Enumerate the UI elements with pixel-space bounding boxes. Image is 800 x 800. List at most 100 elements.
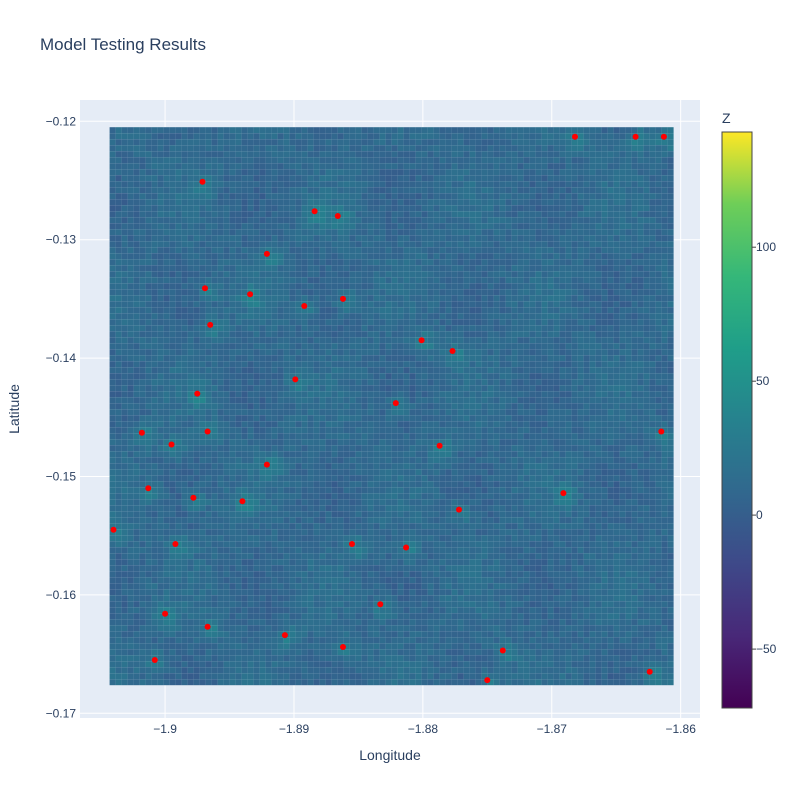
field-cell — [283, 343, 290, 350]
field-cell — [307, 367, 314, 374]
field-cell — [331, 301, 338, 308]
field-cell — [187, 223, 194, 230]
field-cell — [535, 295, 542, 302]
field-cell — [145, 433, 152, 440]
field-cell — [307, 235, 314, 242]
field-cell — [553, 259, 560, 266]
field-cell — [505, 415, 512, 422]
field-cell — [283, 403, 290, 410]
field-cell — [625, 241, 632, 248]
field-cell — [505, 289, 512, 296]
field-cell — [439, 325, 446, 332]
field-cell — [187, 217, 194, 224]
field-cell — [493, 145, 500, 152]
field-cell — [169, 307, 176, 314]
field-cell — [445, 235, 452, 242]
field-cell — [361, 343, 368, 350]
field-cell — [553, 217, 560, 224]
field-cell — [391, 433, 398, 440]
field-cell — [133, 331, 140, 338]
field-cell — [397, 253, 404, 260]
field-cell — [607, 157, 614, 164]
field-cell — [619, 283, 626, 290]
field-cell — [451, 307, 458, 314]
field-cell — [169, 277, 176, 284]
field-cell — [601, 127, 608, 134]
field-cell — [607, 163, 614, 170]
field-cell — [577, 337, 584, 344]
field-cell — [109, 355, 116, 362]
field-cell — [247, 415, 254, 422]
field-cell — [565, 373, 572, 380]
field-cell — [289, 307, 296, 314]
field-cell — [145, 235, 152, 242]
field-cell — [589, 187, 596, 194]
field-cell — [283, 205, 290, 212]
field-cell — [283, 331, 290, 338]
field-cell — [439, 187, 446, 194]
field-cell — [271, 199, 278, 206]
field-cell — [511, 235, 518, 242]
field-cell — [277, 193, 284, 200]
field-cell — [571, 379, 578, 386]
field-cell — [481, 337, 488, 344]
field-cell — [331, 367, 338, 374]
field-cell — [517, 139, 524, 146]
field-cell — [631, 379, 638, 386]
field-cell — [223, 175, 230, 182]
field-cell — [601, 415, 608, 422]
field-cell — [259, 385, 266, 392]
field-cell — [301, 403, 308, 410]
field-cell — [385, 349, 392, 356]
field-cell — [517, 265, 524, 272]
field-cell — [295, 241, 302, 248]
field-cell — [559, 169, 566, 176]
field-cell — [493, 385, 500, 392]
field-cell — [181, 169, 188, 176]
field-cell — [601, 385, 608, 392]
field-cell — [163, 415, 170, 422]
field-cell — [253, 127, 260, 134]
field-cell — [235, 307, 242, 314]
field-cell — [325, 409, 332, 416]
field-cell — [421, 349, 428, 356]
field-cell — [331, 397, 338, 404]
field-cell — [121, 337, 128, 344]
field-cell — [631, 151, 638, 158]
field-cell — [349, 229, 356, 236]
field-cell — [157, 337, 164, 344]
field-cell — [655, 289, 662, 296]
field-cell — [517, 385, 524, 392]
field-cell — [379, 397, 386, 404]
field-cell — [589, 391, 596, 398]
field-cell — [649, 217, 656, 224]
field-cell — [313, 355, 320, 362]
field-cell — [529, 211, 536, 218]
field-cell — [481, 235, 488, 242]
field-cell — [115, 229, 122, 236]
field-cell — [583, 427, 590, 434]
field-cell — [277, 127, 284, 134]
field-cell — [409, 361, 416, 368]
field-cell — [199, 295, 206, 302]
field-cell — [331, 199, 338, 206]
field-cell — [373, 427, 380, 434]
field-cell — [301, 217, 308, 224]
field-cell — [625, 385, 632, 392]
field-cell — [319, 139, 326, 146]
field-cell — [121, 355, 128, 362]
field-cell — [361, 295, 368, 302]
field-cell — [415, 193, 422, 200]
field-cell — [313, 373, 320, 380]
field-cell — [193, 439, 200, 446]
field-cell — [301, 151, 308, 158]
field-cell — [247, 373, 254, 380]
field-cell — [199, 283, 206, 290]
field-cell — [271, 157, 278, 164]
field-cell — [631, 217, 638, 224]
field-cell — [175, 301, 182, 308]
field-cell — [367, 181, 374, 188]
field-cell — [181, 361, 188, 368]
field-cell — [295, 295, 302, 302]
field-cell — [265, 283, 272, 290]
